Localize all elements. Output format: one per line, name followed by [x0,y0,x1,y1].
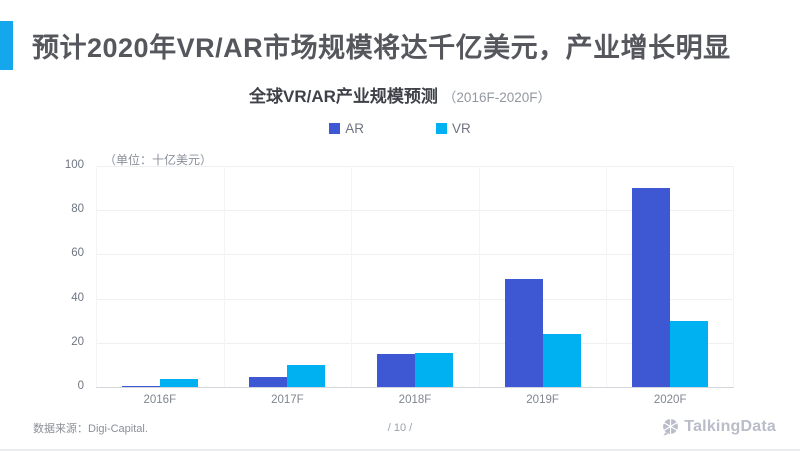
bar-vr-2020f [670,320,709,387]
chart-title-range: （2016F-2020F） [442,90,551,105]
gridline-h [96,387,734,388]
bar-vr-2017f [287,364,326,387]
y-axis-tick-label: 100 [64,159,84,171]
chart: 0 20 40 60 80 100 2016F 2017F 2018F 2019F 2020F [0,159,800,426]
bar-ar-2020f [632,188,671,387]
bar-ar-2019f [504,278,543,387]
y-axis-tick-label: 80 [71,203,84,216]
legend-item-vr: VR [436,121,471,136]
gridline-v [606,166,608,387]
data-source-note: 数据来源：Digi-Capital. [33,423,148,435]
legend-swatch-vr [436,123,447,134]
x-axis-label: 2020F [653,394,687,406]
gridline-v [351,166,353,387]
bar-ar-2017f [249,377,288,387]
gridline-h [96,342,734,344]
bar-ar-2016f [121,385,160,387]
bar-vr-2018f [415,352,453,387]
chart-legend: AR VR [0,121,800,136]
brand-name: TalkingData [684,417,776,435]
legend-label: VR [452,121,471,136]
chart-plot-area: 2016F 2017F 2018F 2019F 2020F [96,166,734,406]
x-axis-label: 2016F [143,394,177,406]
bar-vr-2019f [542,333,581,387]
x-axis-label: 2017F [271,394,304,406]
y-axis-labels: 0 20 40 60 80 100 [30,159,84,392]
y-axis-tick-label: 0 [77,380,84,392]
y-axis-tick-label: 40 [71,291,84,304]
gridline-h [96,166,734,167]
bar-vr-2016f [159,378,198,387]
gridline-v [478,166,480,387]
legend-item-ar: AR [329,121,364,136]
page-number: / 10 / [387,422,413,434]
gridline-v [223,166,225,387]
x-axis-label: 2018F [398,394,432,406]
gridline-v [733,166,734,387]
gridline-h [96,254,734,256]
gridline-h [96,298,734,300]
gridline-h [96,210,734,212]
bar-ar-2018f [377,353,415,387]
chart-title: 全球VR/AR产业规模预测 （2016F-2020F） [0,82,800,107]
y-axis-tick-label: 60 [71,247,84,260]
slide-bottom-edge [0,449,800,451]
title-accent-bar [0,21,13,70]
y-axis-tick-label: 20 [71,335,84,348]
legend-swatch-ar [329,123,341,134]
gridline-v [96,166,97,387]
x-axis-label: 2019F [526,394,559,406]
talkingdata-logo-icon [661,417,680,436]
brand-logo: TalkingData [661,417,776,436]
page-title: 预计2020年VR/AR市场规模将达千亿美元，产业增长明显 [32,33,731,63]
chart-title-main: 全球VR/AR产业规模预测 [249,87,438,106]
axis-unit-label: （单位：十亿美元） [104,153,213,167]
legend-label: AR [345,121,364,136]
